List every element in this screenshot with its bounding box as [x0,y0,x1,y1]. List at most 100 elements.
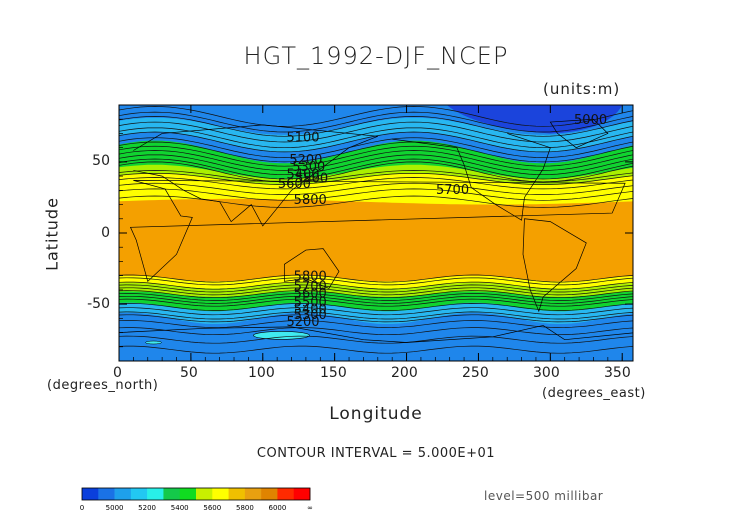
contour-label: 5300 [292,160,325,175]
contour-line [119,150,633,171]
contour-line [119,131,633,153]
x-axis-label: Longitude [329,404,423,424]
x-tick-label: 200 [391,365,418,381]
coastline [119,325,633,343]
contour-label: 5500 [295,172,328,187]
y-tick-label: 0 [101,225,110,241]
contour-label: 5800 [294,270,327,285]
contour-line [119,307,633,316]
coastline [522,218,587,313]
x-tick-label: 50 [180,365,198,381]
contour-line [119,345,633,354]
legend-swatch [196,488,213,500]
legend-swatch [277,488,295,500]
polar-low-region [446,105,623,134]
contour-line [119,284,633,293]
contour-line [119,111,633,133]
contour-line [119,127,633,149]
legend-swatch [228,488,246,500]
contour-label: 5100 [286,130,319,145]
contour-label: 5200 [286,315,319,330]
contour-line [119,314,633,323]
contour-label: 5500 [294,295,327,310]
level-text: level=500 millibar [484,489,604,503]
contour-line [119,293,633,301]
contour-line [119,290,633,299]
y-unit-note: (degrees_north) [47,378,159,393]
contour-line [119,274,633,283]
contour-label: 5700 [436,183,469,198]
contour-line [119,295,633,304]
contour-line [119,335,633,344]
legend-frame [81,487,311,501]
contour-line [119,298,633,307]
contour-line [119,277,633,286]
contour-line [119,154,633,176]
contour-label: 5600 [294,287,327,302]
legend-swatch [244,488,262,500]
x-tick-label: 100 [248,365,275,381]
legend-tick-label: 5200 [138,504,156,512]
legend-tick-label: ∞ [307,504,313,512]
contour-line [119,158,633,180]
legend-tick-label: 6000 [268,504,286,512]
coastline [133,124,378,227]
x-tick-label: 350 [604,365,631,381]
contour-line [119,170,633,183]
legend-swatch [212,488,229,500]
contour-line [119,188,633,201]
coastline [129,180,626,283]
x-tick-label: 150 [320,365,347,381]
legend-swatch [147,488,164,500]
contour-label: 5400 [286,167,319,182]
chart-title: HGT_1992-DJF_NCEP [243,42,509,70]
contour-line [119,116,633,137]
legend-swatch [261,488,278,500]
contour-label: 5400 [294,302,327,317]
legend-swatch [163,488,181,500]
contour-line [119,182,633,195]
legend-swatch [114,488,132,500]
contour-label: 5200 [289,153,322,168]
legend-tick-label: 5400 [171,504,189,512]
contour-line [119,137,633,158]
contour-line [119,141,633,163]
antarctic-high-patch [253,331,310,340]
x-tick-label: 250 [462,365,489,381]
legend-swatch [179,488,197,500]
legend-swatch [82,488,99,500]
x-unit-note: (degrees_east) [542,386,646,401]
coastline [392,133,551,221]
contour-label: 5300 [294,308,327,323]
contour-line [119,121,633,143]
legend-swatch [293,488,311,500]
contour-label: 5000 [574,113,607,128]
x-tick-label: 0 [113,365,122,381]
contour-line [119,320,633,328]
legend-tick-label: 5600 [203,504,221,512]
legend-swatch [130,488,148,500]
legend-tick-label: 5000 [106,504,124,512]
x-tick-label: 300 [533,365,560,381]
band-blue-sh [119,312,633,361]
contour-line [119,327,633,336]
contour-line [119,145,633,167]
y-tick-label: 50 [92,153,110,169]
contour-line [119,303,633,311]
legend-tick-label: 0 [80,504,84,512]
coastline [283,248,340,289]
contour-line [119,106,633,127]
antarctic-small-patch [145,340,162,345]
contour-line [119,195,633,208]
contour-line [119,311,633,320]
units-label: (units:m) [543,80,621,98]
contour-interval-text: CONTOUR INTERVAL = 5.000E+01 [256,446,496,461]
contour-line [119,287,633,296]
legend-tick-label: 5800 [236,504,254,512]
contour-line [119,172,633,185]
legend-swatch [98,488,115,500]
contour-line [119,281,633,290]
